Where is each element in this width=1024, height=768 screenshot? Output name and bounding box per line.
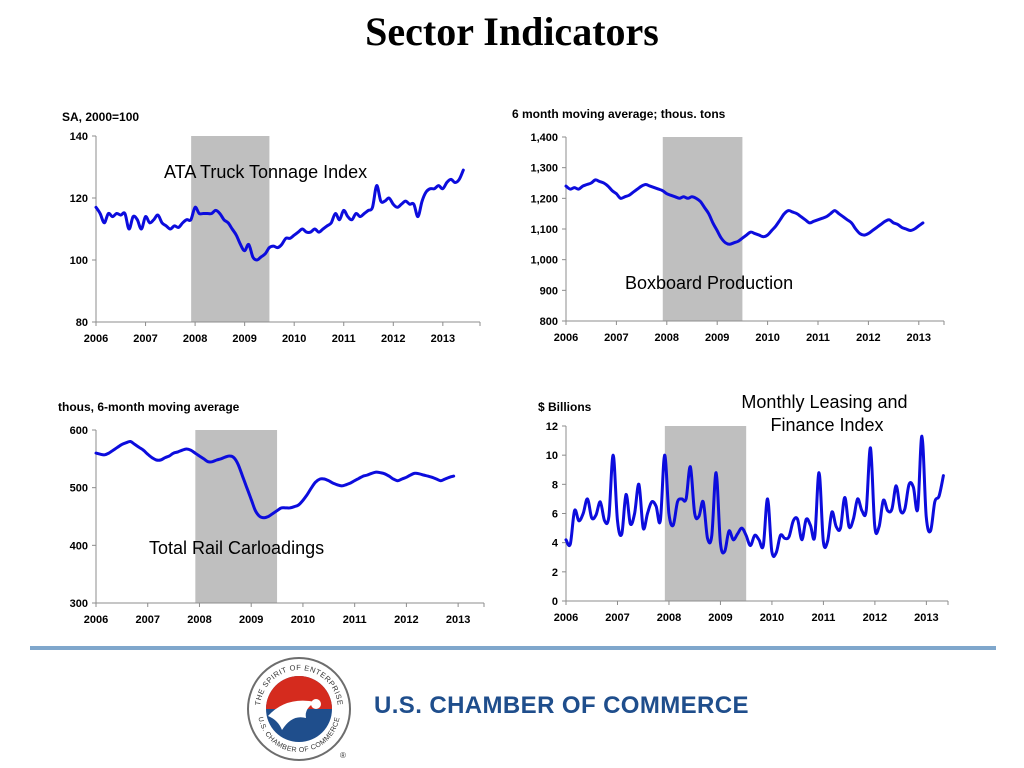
x-tick-label: 2006: [84, 614, 108, 626]
x-tick-label: 2010: [760, 612, 784, 624]
x-tick-label: 2009: [705, 332, 729, 344]
y-tick-label: 6: [552, 509, 558, 521]
x-tick-label: 2007: [604, 332, 628, 344]
page-title: Sector Indicators: [365, 9, 659, 54]
x-tick-label: 2009: [239, 614, 263, 626]
y-tick-label: 0: [552, 596, 558, 608]
x-tick-label: 2012: [381, 333, 405, 345]
x-tick-label: 2008: [183, 333, 207, 345]
organization-name: U.S. CHAMBER OF COMMERCE: [374, 692, 749, 719]
x-tick-label: 2008: [187, 614, 211, 626]
series-line: [564, 178, 925, 246]
y-tick-label: 1,300: [530, 163, 558, 175]
x-tick-label: 2012: [394, 614, 418, 626]
y-tick-label: 100: [70, 255, 88, 267]
chart-boxboard-group: 6 month moving average; thous. tons 1,40…: [512, 107, 945, 344]
y-tick-label: 80: [76, 317, 88, 329]
x-tick-label: 2013: [446, 614, 470, 626]
y-tick-label: 300: [70, 598, 88, 610]
chart-title-line: Finance Index: [770, 415, 883, 435]
x-tick-label: 2013: [914, 612, 938, 624]
y-tick-label: 1,100: [530, 224, 558, 236]
y-tick-label: 1,200: [530, 193, 558, 205]
x-tick-label: 2012: [863, 612, 887, 624]
x-tick-label: 2006: [554, 612, 578, 624]
y-tick-label: 12: [546, 421, 558, 433]
chart-title: ATA Truck Tonnage Index: [164, 162, 367, 182]
recession-band: [662, 137, 743, 321]
x-tick-label: 2009: [708, 612, 732, 624]
series-line: [564, 434, 945, 559]
registered-mark: ®: [340, 751, 346, 760]
x-tick-label: 2009: [232, 333, 256, 345]
chart-title: Total Rail Carloadings: [149, 538, 324, 558]
x-tick-label: 2010: [755, 332, 779, 344]
y-tick-label: 900: [540, 285, 558, 297]
x-tick-label: 2006: [554, 332, 578, 344]
x-tick-label: 2006: [84, 333, 108, 345]
y-axis-title: $ Billions: [538, 400, 592, 414]
y-tick-label: 120: [70, 193, 88, 205]
x-tick-label: 2008: [657, 612, 681, 624]
y-tick-label: 400: [70, 540, 88, 552]
recession-band: [191, 136, 270, 322]
x-tick-label: 2011: [332, 333, 356, 345]
x-tick-label: 2011: [811, 612, 835, 624]
y-tick-label: 600: [70, 425, 88, 437]
y-axis-title: thous, 6-month moving average: [58, 400, 240, 414]
x-tick-label: 2007: [133, 333, 157, 345]
x-tick-label: 2011: [343, 614, 367, 626]
y-tick-label: 8: [552, 479, 558, 491]
chamber-logo: THE SPIRIT OF ENTERPRISE U.S. CHAMBER OF…: [247, 657, 351, 761]
x-tick-label: 2013: [907, 332, 931, 344]
chart-title-line: Monthly Leasing and: [741, 392, 907, 412]
x-tick-label: 2007: [135, 614, 159, 626]
chart-truck-tonnage-group: SA, 2000=100 140 120 100 80 2006 2007 2008 2009…: [62, 110, 481, 345]
x-tick-label: 2011: [806, 332, 830, 344]
x-tick-label: 2012: [856, 332, 880, 344]
y-axis-title: SA, 2000=100: [62, 110, 139, 124]
y-tick-label: 2: [552, 567, 558, 579]
y-tick-label: 140: [70, 131, 88, 143]
y-tick-label: 1,400: [530, 132, 558, 144]
chart-rail-group: thous, 6-month moving average 600 500 400 3…: [58, 400, 485, 626]
chart-title: Monthly Leasing and Finance Index: [741, 392, 912, 435]
x-tick-label: 2008: [655, 332, 679, 344]
x-tick-label: 2010: [291, 614, 315, 626]
x-tick-label: 2007: [605, 612, 629, 624]
y-tick-label: 1,000: [530, 255, 558, 267]
footer-divider: [30, 646, 996, 650]
chart-title: Boxboard Production: [625, 273, 793, 293]
y-tick-label: 800: [540, 316, 558, 328]
y-tick-label: 4: [552, 538, 559, 550]
x-tick-label: 2010: [282, 333, 306, 345]
chart-leasing-group: $ Billions 12 10 8 6 4 2 0 2006 2007 2008 2009 2010…: [538, 392, 949, 624]
series-line: [94, 439, 456, 520]
y-tick-label: 10: [546, 450, 558, 462]
y-tick-label: 500: [70, 483, 88, 495]
series-line: [94, 168, 465, 262]
y-axis-title: 6 month moving average; thous. tons: [512, 107, 726, 121]
x-tick-label: 2013: [431, 333, 455, 345]
